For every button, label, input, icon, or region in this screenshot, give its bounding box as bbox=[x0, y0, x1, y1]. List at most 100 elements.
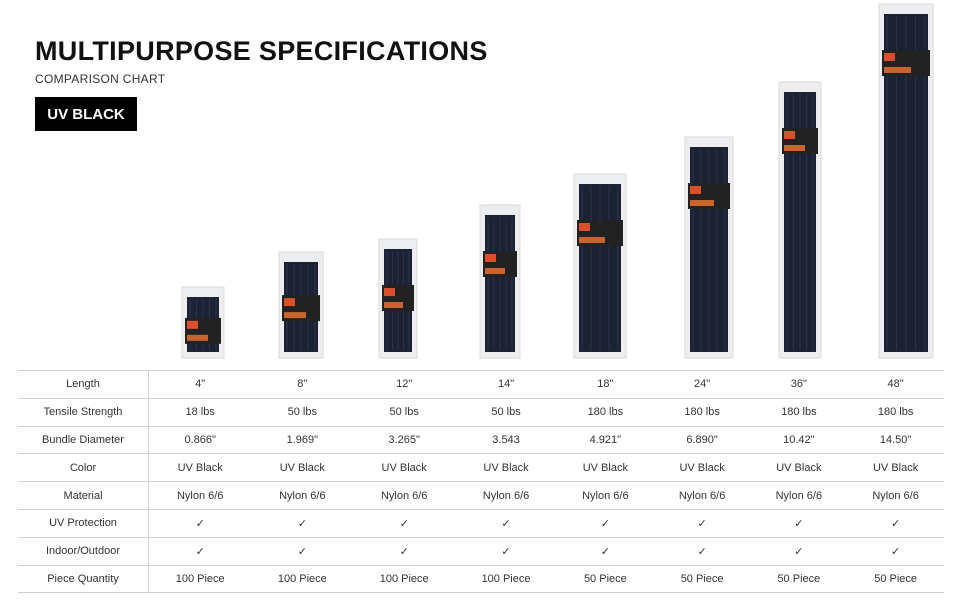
table-row: Indoor/Outdoor ✓ ✓ ✓ ✓ ✓ ✓ ✓ ✓ bbox=[18, 536, 944, 566]
package-part bbox=[690, 186, 701, 194]
cell: ✓ bbox=[148, 508, 252, 538]
cell: ✓ bbox=[353, 536, 456, 566]
spec-table: Length 4" 8" 12" 14" 18" 24" 36" 48" Tensile Stre… bbox=[18, 370, 944, 594]
cell: 18" bbox=[556, 370, 654, 399]
package-part bbox=[384, 288, 395, 296]
table-row: Length 4" 8" 12" 14" 18" 24" 36" 48" bbox=[18, 370, 944, 399]
cell: UV Black bbox=[353, 453, 456, 483]
cell: ✓ bbox=[251, 508, 354, 538]
cell: Nylon 6/6 bbox=[251, 481, 354, 510]
package-part bbox=[784, 145, 805, 151]
cell: 4.921" bbox=[556, 425, 654, 455]
row-label: UV Protection bbox=[18, 508, 149, 538]
cell: ✓ bbox=[251, 536, 354, 566]
cell: ✓ bbox=[556, 508, 654, 538]
row-label: Bundle Diameter bbox=[18, 425, 149, 455]
cell: Nylon 6/6 bbox=[353, 481, 456, 510]
cell: Nylon 6/6 bbox=[653, 481, 751, 510]
product-images bbox=[181, 3, 934, 359]
cell: 14" bbox=[455, 370, 557, 399]
cell: 3.543 bbox=[455, 425, 557, 455]
row-label: Indoor/Outdoor bbox=[18, 536, 149, 566]
cell: 180 lbs bbox=[556, 397, 654, 427]
title: MULTIPURPOSE SPECIFICATIONS bbox=[35, 36, 488, 66]
table-row: Material Nylon 6/6 Nylon 6/6 Nylon 6/6 Nylon… bbox=[18, 481, 944, 510]
cell: 10.42" bbox=[750, 425, 848, 455]
cell: 50 lbs bbox=[455, 397, 557, 427]
cell: UV Black bbox=[847, 453, 944, 483]
package-part bbox=[284, 298, 295, 307]
cell: 4" bbox=[148, 370, 252, 399]
cell: 100 Piece bbox=[353, 564, 456, 594]
package-part bbox=[579, 223, 590, 231]
cell: UV Black bbox=[556, 453, 654, 483]
table-row: Piece Quantity 100 Piece 100 Piece 100 Piec… bbox=[18, 564, 944, 594]
cell: 0.866" bbox=[148, 425, 252, 455]
cell: ✓ bbox=[148, 536, 252, 566]
cell: 100 Piece bbox=[455, 564, 557, 594]
cell: 6.890" bbox=[653, 425, 751, 455]
cell: 18 lbs bbox=[148, 397, 252, 427]
package-part bbox=[187, 334, 208, 341]
table-row: UV Protection ✓ ✓ ✓ ✓ ✓ ✓ ✓ ✓ bbox=[18, 508, 944, 538]
package-part bbox=[384, 302, 403, 308]
cell: 14.50" bbox=[847, 425, 944, 455]
row-label: Piece Quantity bbox=[18, 564, 149, 594]
cell: ✓ bbox=[455, 508, 557, 538]
cell: 50 Piece bbox=[556, 564, 654, 594]
cell: ✓ bbox=[556, 536, 654, 566]
package-part bbox=[284, 312, 306, 319]
cell: Nylon 6/6 bbox=[455, 481, 557, 510]
cell: 50 Piece bbox=[653, 564, 751, 594]
cell: 180 lbs bbox=[847, 397, 944, 427]
badge: UV BLACK bbox=[35, 97, 137, 131]
cell: 1.969" bbox=[251, 425, 354, 455]
package-part bbox=[485, 268, 505, 274]
row-label: Length bbox=[18, 370, 149, 399]
cell: ✓ bbox=[353, 508, 456, 538]
subtitle: COMPARISON CHART bbox=[35, 72, 166, 86]
cell: UV Black bbox=[455, 453, 557, 483]
cell: 50 Piece bbox=[750, 564, 848, 594]
table-row: Color UV Black UV Black UV Black UV Black UV … bbox=[18, 453, 944, 483]
cell: ✓ bbox=[653, 508, 751, 538]
cell: ✓ bbox=[455, 536, 557, 566]
cell: 100 Piece bbox=[148, 564, 252, 594]
cell: UV Black bbox=[251, 453, 354, 483]
package-part bbox=[579, 237, 605, 243]
cell: UV Black bbox=[750, 453, 848, 483]
cell: 24" bbox=[653, 370, 751, 399]
cell: 50 lbs bbox=[251, 397, 354, 427]
package-part bbox=[884, 67, 911, 73]
row-label: Tensile Strength bbox=[18, 397, 149, 427]
cell: 50 lbs bbox=[353, 397, 456, 427]
package-part bbox=[884, 53, 895, 61]
cell: 48" bbox=[847, 370, 944, 399]
cell: UV Black bbox=[148, 453, 252, 483]
package-part bbox=[187, 320, 198, 329]
cell: 12" bbox=[353, 370, 456, 399]
cell: 50 Piece bbox=[847, 564, 944, 594]
package-part bbox=[784, 131, 795, 139]
table-row: Tensile Strength 18 lbs 50 lbs 50 lbs 50 lbs… bbox=[18, 397, 944, 427]
cell: ✓ bbox=[750, 536, 848, 566]
cell: Nylon 6/6 bbox=[847, 481, 944, 510]
cell: Nylon 6/6 bbox=[556, 481, 654, 510]
cell: 180 lbs bbox=[750, 397, 848, 427]
cell: 3.265" bbox=[353, 425, 456, 455]
cell: UV Black bbox=[653, 453, 751, 483]
package-part bbox=[485, 254, 496, 262]
cell: ✓ bbox=[847, 536, 944, 566]
row-label: Color bbox=[18, 453, 149, 483]
cell: 8" bbox=[251, 370, 354, 399]
cell: ✓ bbox=[653, 536, 751, 566]
cell: 36" bbox=[750, 370, 848, 399]
cell: ✓ bbox=[847, 508, 944, 538]
package-part bbox=[690, 200, 714, 206]
cell: Nylon 6/6 bbox=[750, 481, 848, 510]
cell: ✓ bbox=[750, 508, 848, 538]
cell: 100 Piece bbox=[251, 564, 354, 594]
cell: 180 lbs bbox=[653, 397, 751, 427]
table-row: Bundle Diameter 0.866" 1.969" 3.265" 3.543 4.… bbox=[18, 425, 944, 455]
